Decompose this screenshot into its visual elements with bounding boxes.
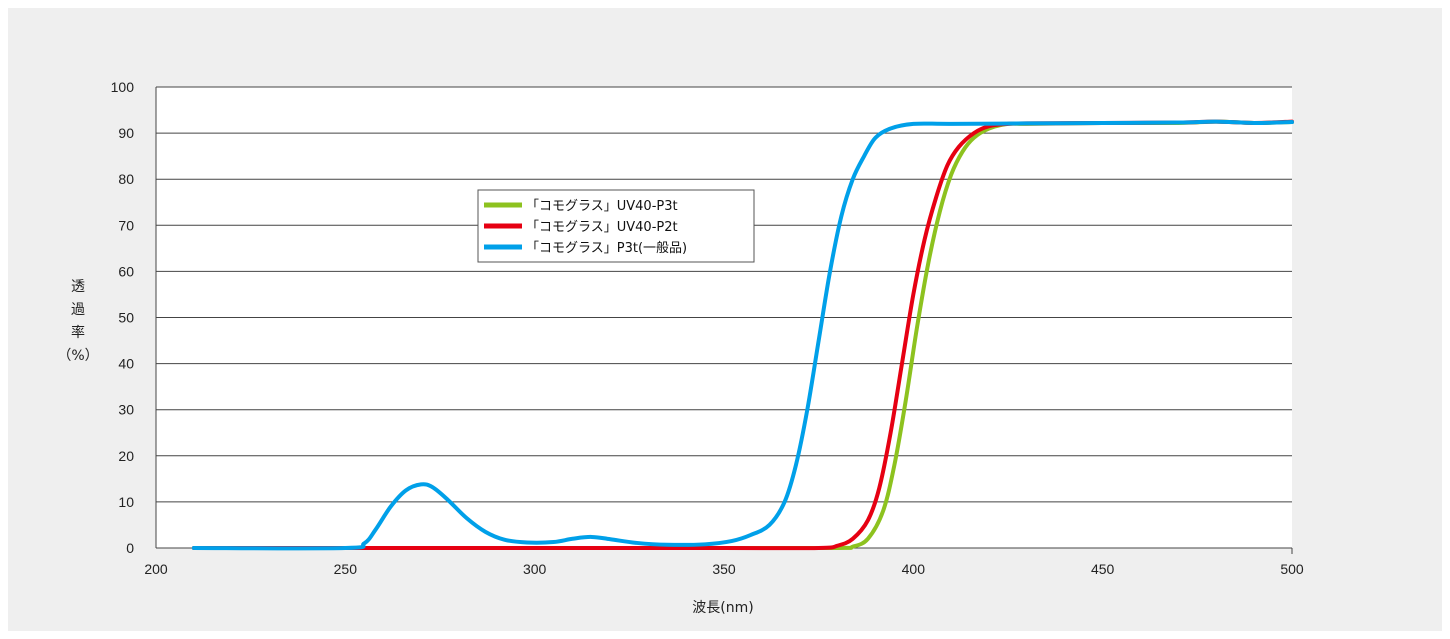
x-axis-label: 波長(nm): [692, 600, 753, 616]
y-axis-label: 透 過 率 （%）: [57, 279, 98, 364]
y-tick-label: 60: [118, 263, 134, 279]
y-tick-label: 70: [118, 217, 134, 233]
y-tick-label: 50: [118, 310, 134, 326]
series-lines: [191, 119, 1294, 551]
y-tick-label: 0: [126, 540, 134, 556]
grid-lines: [156, 86, 1292, 548]
y-tick-label: 40: [118, 356, 134, 372]
y-tick-label: 10: [118, 494, 134, 510]
series-line-p3t: [191, 119, 1294, 551]
axes: 0 10 20 30 40 50 60 70 80 90 100 200 250 300 350 400 450…: [111, 79, 1304, 577]
x-tick-label: 200: [144, 561, 168, 577]
y-tick-label: 20: [118, 448, 134, 464]
x-tick-label: 400: [902, 561, 926, 577]
y-axis-label-line-4: （%）: [57, 348, 98, 364]
y-tick-label: 30: [118, 402, 134, 418]
y-tick-label: 90: [118, 125, 134, 141]
x-tick-label: 250: [334, 561, 358, 577]
y-tick-label: 100: [111, 79, 135, 95]
x-tick-label: 450: [1091, 561, 1115, 577]
legend-label-uv40-p3t: 「コモグラス」UV40-P3t: [526, 199, 678, 214]
y-tick-label: 80: [118, 171, 134, 187]
x-tick-label: 350: [712, 561, 736, 577]
legend-label-p3t: 「コモグラス」P3t(一般品): [526, 240, 687, 256]
legend-box: [477, 189, 755, 263]
legend: 「コモグラス」UV40-P3t 「コモグラス」UV40-P2t 「コモグラス」P…: [477, 189, 755, 263]
legend-label-uv40-p2t: 「コモグラス」UV40-P2t: [526, 220, 678, 235]
y-axis-label-line-1: 透: [71, 279, 85, 295]
y-axis-label-line-3: 率: [71, 324, 85, 341]
x-tick-label: 300: [523, 561, 547, 577]
x-tick-label: 500: [1280, 561, 1304, 577]
y-axis-label-line-2: 過: [71, 302, 85, 318]
